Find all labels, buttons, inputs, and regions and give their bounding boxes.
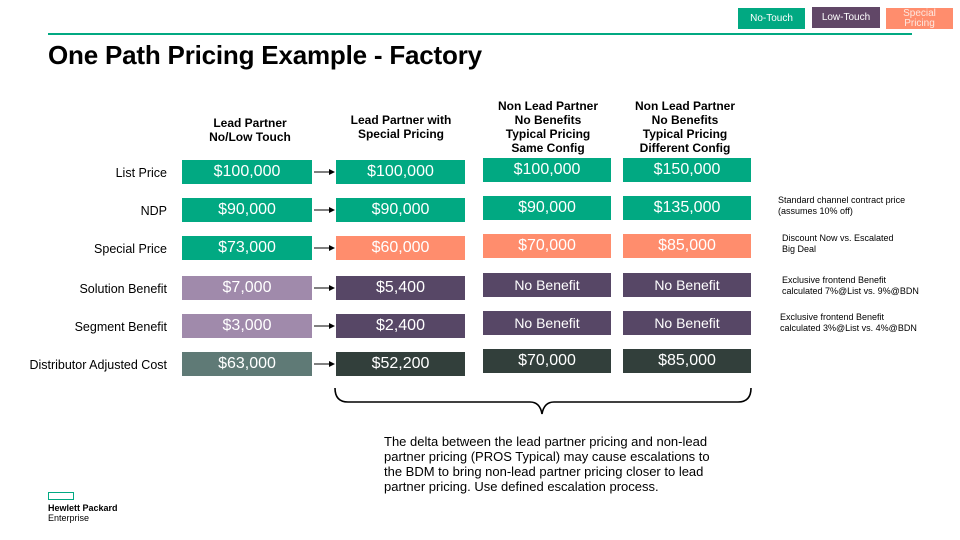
row-label-solution-benefit: Solution Benefit — [79, 282, 167, 296]
cell-ndp-nonlead-same: $90,000 — [483, 196, 611, 220]
legend-special-pricing: Special Pricing — [886, 8, 953, 29]
cell-segment-benefit-lead: $3,000 — [182, 314, 312, 338]
cell-ndp-lead: $90,000 — [182, 198, 312, 222]
cell-solution-benefit-lead-special: $5,400 — [336, 276, 465, 300]
cell-ndp-nonlead-different: $135,000 — [623, 196, 751, 220]
cell-solution-benefit-lead: $7,000 — [182, 276, 312, 300]
row-label-special-price: Special Price — [94, 242, 167, 256]
note-special-price: Discount Now vs. Escalated Big Deal — [782, 233, 894, 254]
curly-bracket-icon — [334, 387, 752, 415]
cell-special-price-nonlead-same: $70,000 — [483, 234, 611, 258]
cell-list-price-nonlead-different: $150,000 — [623, 158, 751, 182]
row-label-segment-benefit: Segment Benefit — [74, 320, 167, 334]
cell-list-price-lead-special: $100,000 — [336, 160, 465, 184]
column-header-non-lead-same-config: Non Lead Partner No Benefits Typical Pri… — [497, 99, 599, 155]
cell-special-price-nonlead-different: $85,000 — [623, 234, 751, 258]
logo-line1: Hewlett Packard — [48, 503, 118, 513]
cell-segment-benefit-lead-special: $2,400 — [336, 314, 465, 338]
hpe-logo-icon — [48, 492, 74, 500]
cell-special-price-lead-special: $60,000 — [336, 236, 465, 260]
row-label-ndp: NDP — [140, 204, 167, 218]
cell-segment-benefit-nonlead-same: No Benefit — [483, 311, 611, 335]
row-label-distributor-adjusted-cost: Distributor Adjusted Cost — [29, 358, 167, 372]
logo-line2: Enterprise — [48, 513, 90, 523]
note-ndp: Standard channel contract price (assumes… — [778, 195, 906, 216]
cell-segment-benefit-nonlead-different: No Benefit — [623, 311, 751, 335]
column-header-non-lead-different-config: Non Lead Partner No Benefits Typical Pri… — [634, 99, 736, 155]
cell-adjusted-cost-lead-special: $52,200 — [336, 352, 465, 376]
cell-adjusted-cost-lead: $63,000 — [182, 352, 312, 376]
cell-solution-benefit-nonlead-same: No Benefit — [483, 273, 611, 297]
page-title: One Path Pricing Example - Factory — [48, 40, 482, 70]
explanation-text: The delta between the lead partner prici… — [384, 434, 710, 494]
cell-adjusted-cost-nonlead-same: $70,000 — [483, 349, 611, 373]
cell-list-price-lead: $100,000 — [182, 160, 312, 184]
legend-no-touch: No-Touch — [738, 8, 805, 29]
row-label-list-price: List Price — [115, 166, 167, 180]
cell-adjusted-cost-nonlead-different: $85,000 — [623, 349, 751, 373]
note-solution-benefit: Exclusive frontend Benefit calculated 7%… — [782, 275, 919, 296]
cell-solution-benefit-nonlead-different: No Benefit — [623, 273, 751, 297]
note-segment-benefit: Exclusive frontend Benefit calculated 3%… — [780, 312, 917, 333]
hpe-logo: Hewlett Packard Enterprise — [48, 503, 118, 523]
column-header-lead-partner-special: Lead Partner with Special Pricing — [350, 113, 452, 141]
cell-ndp-lead-special: $90,000 — [336, 198, 465, 222]
column-header-lead-partner: Lead Partner No/Low Touch — [209, 116, 291, 144]
legend-low-touch: Low-Touch — [812, 7, 880, 28]
cell-special-price-lead: $73,000 — [182, 236, 312, 260]
title-rule — [48, 33, 912, 35]
cell-list-price-nonlead-same: $100,000 — [483, 158, 611, 182]
legend-special-pricing-label: Special Pricing — [903, 7, 936, 29]
